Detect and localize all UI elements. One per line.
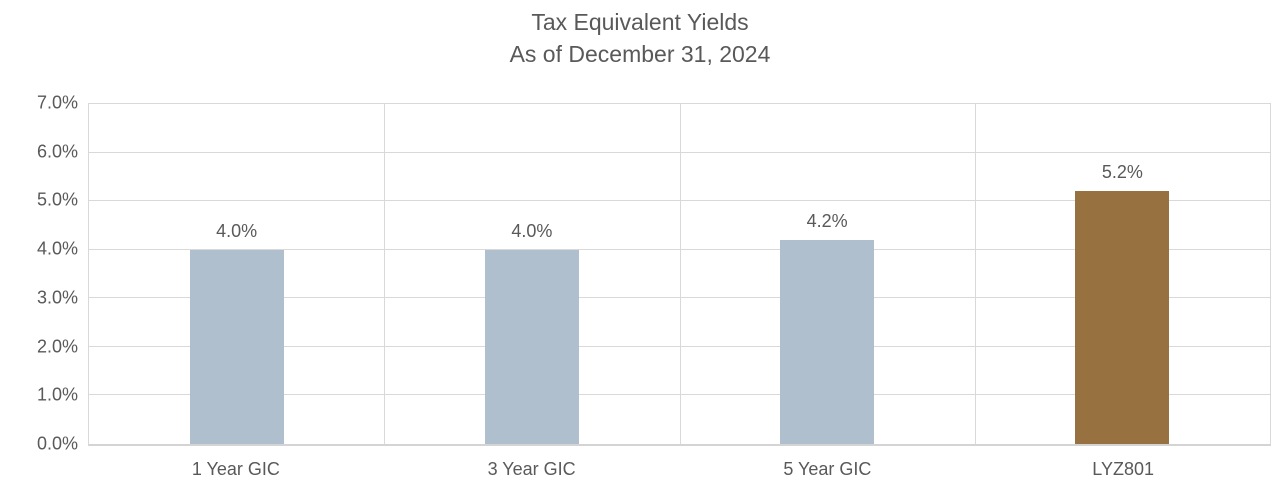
y-axis-tick-label: 2.0% [36,336,78,357]
y-axis-tick-label: 4.0% [36,238,78,259]
y-axis-tick-label: 3.0% [36,287,78,308]
x-axis-category-label: 1 Year GIC [191,459,280,479]
y-axis-tick-label: 6.0% [36,141,78,162]
x-axis-category-label: LYZ801 [1092,459,1154,479]
bar-value-label: 4.2% [806,211,848,231]
gridline-vertical [679,104,681,444]
plot-area: 4.0% 4.0% 4.2% 5.2% [88,103,1271,446]
bar-lyz801 [1075,191,1170,444]
bar-5-year-gic [780,240,875,444]
bar-3-year-gic [484,249,579,444]
y-axis: 0.0% 1.0% 2.0% 3.0% 4.0% 5.0% 6.0% 7.0% [0,93,78,454]
y-axis-tick-label: 5.0% [36,189,78,210]
bar-1-year-gic [189,249,284,444]
bar-value-label: 5.2% [1101,162,1143,183]
x-axis-category-label: 3 Year GIC [487,459,576,479]
bar-value-label: 4.0% [511,220,553,241]
bar-value-label: 4.0% [216,220,258,241]
gridline-vertical [974,104,976,444]
y-axis-tick-label: 1.0% [36,384,78,405]
x-axis-category-label: 5 Year GIC [783,459,872,479]
y-axis-tick-label: 7.0% [36,92,78,113]
y-axis-tick-label: 0.0% [36,433,78,454]
x-axis: 1 Year GIC 3 Year GIC 5 Year GIC LYZ801 [88,459,1271,487]
chart-subtitle: As of December 31, 2024 [509,41,771,67]
gridline-vertical [384,104,386,444]
chart-header: Tax Equivalent Yields As of December 31,… [0,6,1280,70]
chart-title: Tax Equivalent Yields [531,9,749,35]
